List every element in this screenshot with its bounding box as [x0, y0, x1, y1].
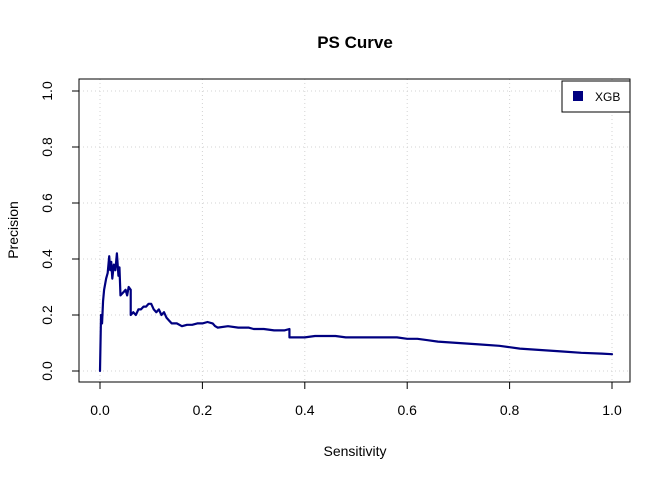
- x-tick-label: 0.6: [397, 402, 417, 418]
- x-tick-label: 0.0: [90, 402, 110, 418]
- chart-title: PS Curve: [317, 33, 393, 52]
- y-tick-label: 0.2: [39, 305, 55, 325]
- y-axis-label: Precision: [5, 201, 21, 259]
- x-tick-label: 0.4: [295, 402, 315, 418]
- legend-label: XGB: [595, 90, 620, 104]
- y-tick-label: 0.0: [39, 361, 55, 381]
- x-tick-label: 0.8: [500, 402, 520, 418]
- y-tick-label: 0.4: [39, 249, 55, 269]
- legend-swatch: [573, 91, 583, 101]
- y-axis: 0.0 0.2 0.4 0.6 0.8 1.0: [39, 81, 80, 381]
- x-tick-label: 0.2: [193, 402, 213, 418]
- series-layer: [98, 252, 614, 373]
- y-tick-label: 0.8: [39, 137, 55, 157]
- legend: XGB: [561, 80, 631, 113]
- x-axis: 0.0 0.2 0.4 0.6 0.8 1.0: [90, 381, 622, 418]
- x-tick-label: 1.0: [602, 402, 622, 418]
- x-axis-label: Sensitivity: [323, 443, 386, 459]
- y-tick-label: 1.0: [39, 81, 55, 101]
- y-tick-label: 0.6: [39, 193, 55, 213]
- series-line-xgb: [98, 252, 614, 373]
